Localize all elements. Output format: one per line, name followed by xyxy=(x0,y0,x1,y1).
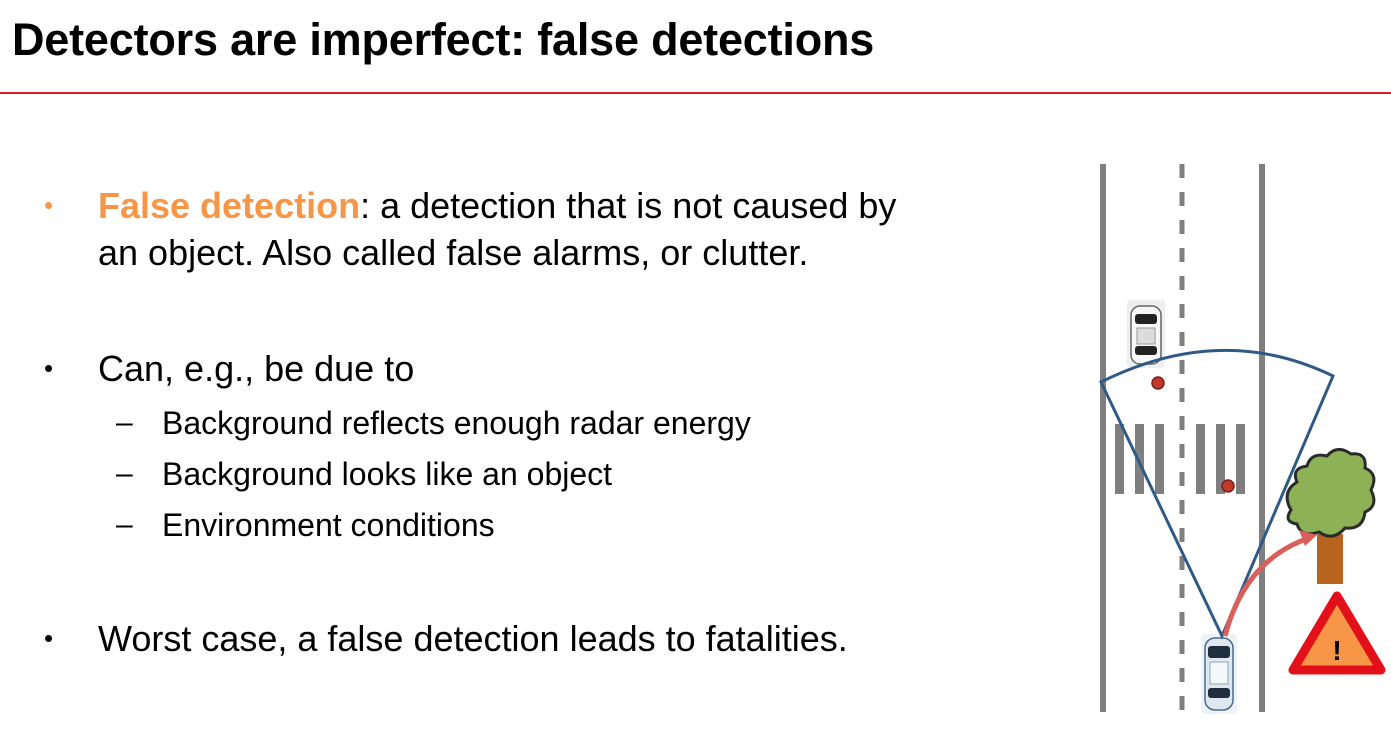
sub-item-environment: Environment conditions xyxy=(162,507,495,543)
title-divider xyxy=(0,92,1391,94)
detection-point-car xyxy=(1151,376,1165,390)
curved-arrow-icon xyxy=(1222,535,1310,637)
bullet-marker: • xyxy=(44,190,54,220)
detection-point-false xyxy=(1221,479,1235,493)
sub-bullet-marker: – xyxy=(116,508,133,541)
bullet-causes: Can, e.g., be due to xyxy=(98,348,415,389)
slide-title: Detectors are imperfect: false detection… xyxy=(12,14,875,65)
sub-item-looks-like-object: Background looks like an object xyxy=(162,456,613,492)
sub-bullet-marker: – xyxy=(116,457,133,490)
radar-fov-sector xyxy=(1099,349,1335,640)
term-false-detection: False detection xyxy=(98,185,361,226)
parked-car-icon xyxy=(1127,300,1165,368)
bullet-marker: • xyxy=(44,353,54,383)
warning-exclamation: ! xyxy=(1332,635,1341,666)
ego-car-icon xyxy=(1201,634,1237,714)
bullet-marker: • xyxy=(44,623,54,653)
crosswalk xyxy=(1115,424,1245,494)
warning-triangle-icon xyxy=(1288,591,1386,675)
road-scene-diagram: ! xyxy=(1099,164,1386,714)
bullet-list: • False detection: a detection that is n… xyxy=(44,182,896,659)
bullet-false-detection-line2: an object. Also called false alarms, or … xyxy=(98,232,809,273)
sub-bullet-marker: – xyxy=(116,406,133,439)
bullet-definition: : a detection that is not caused by xyxy=(360,185,897,226)
bullet-false-detection-line1: False detection: a detection that is not… xyxy=(98,182,896,229)
arrow-head-icon xyxy=(1299,530,1317,546)
bullet-worst-case: Worst case, a false detection leads to f… xyxy=(98,618,848,659)
tree-icon xyxy=(1285,448,1376,584)
sub-item-radar-energy: Background reflects enough radar energy xyxy=(162,405,751,441)
